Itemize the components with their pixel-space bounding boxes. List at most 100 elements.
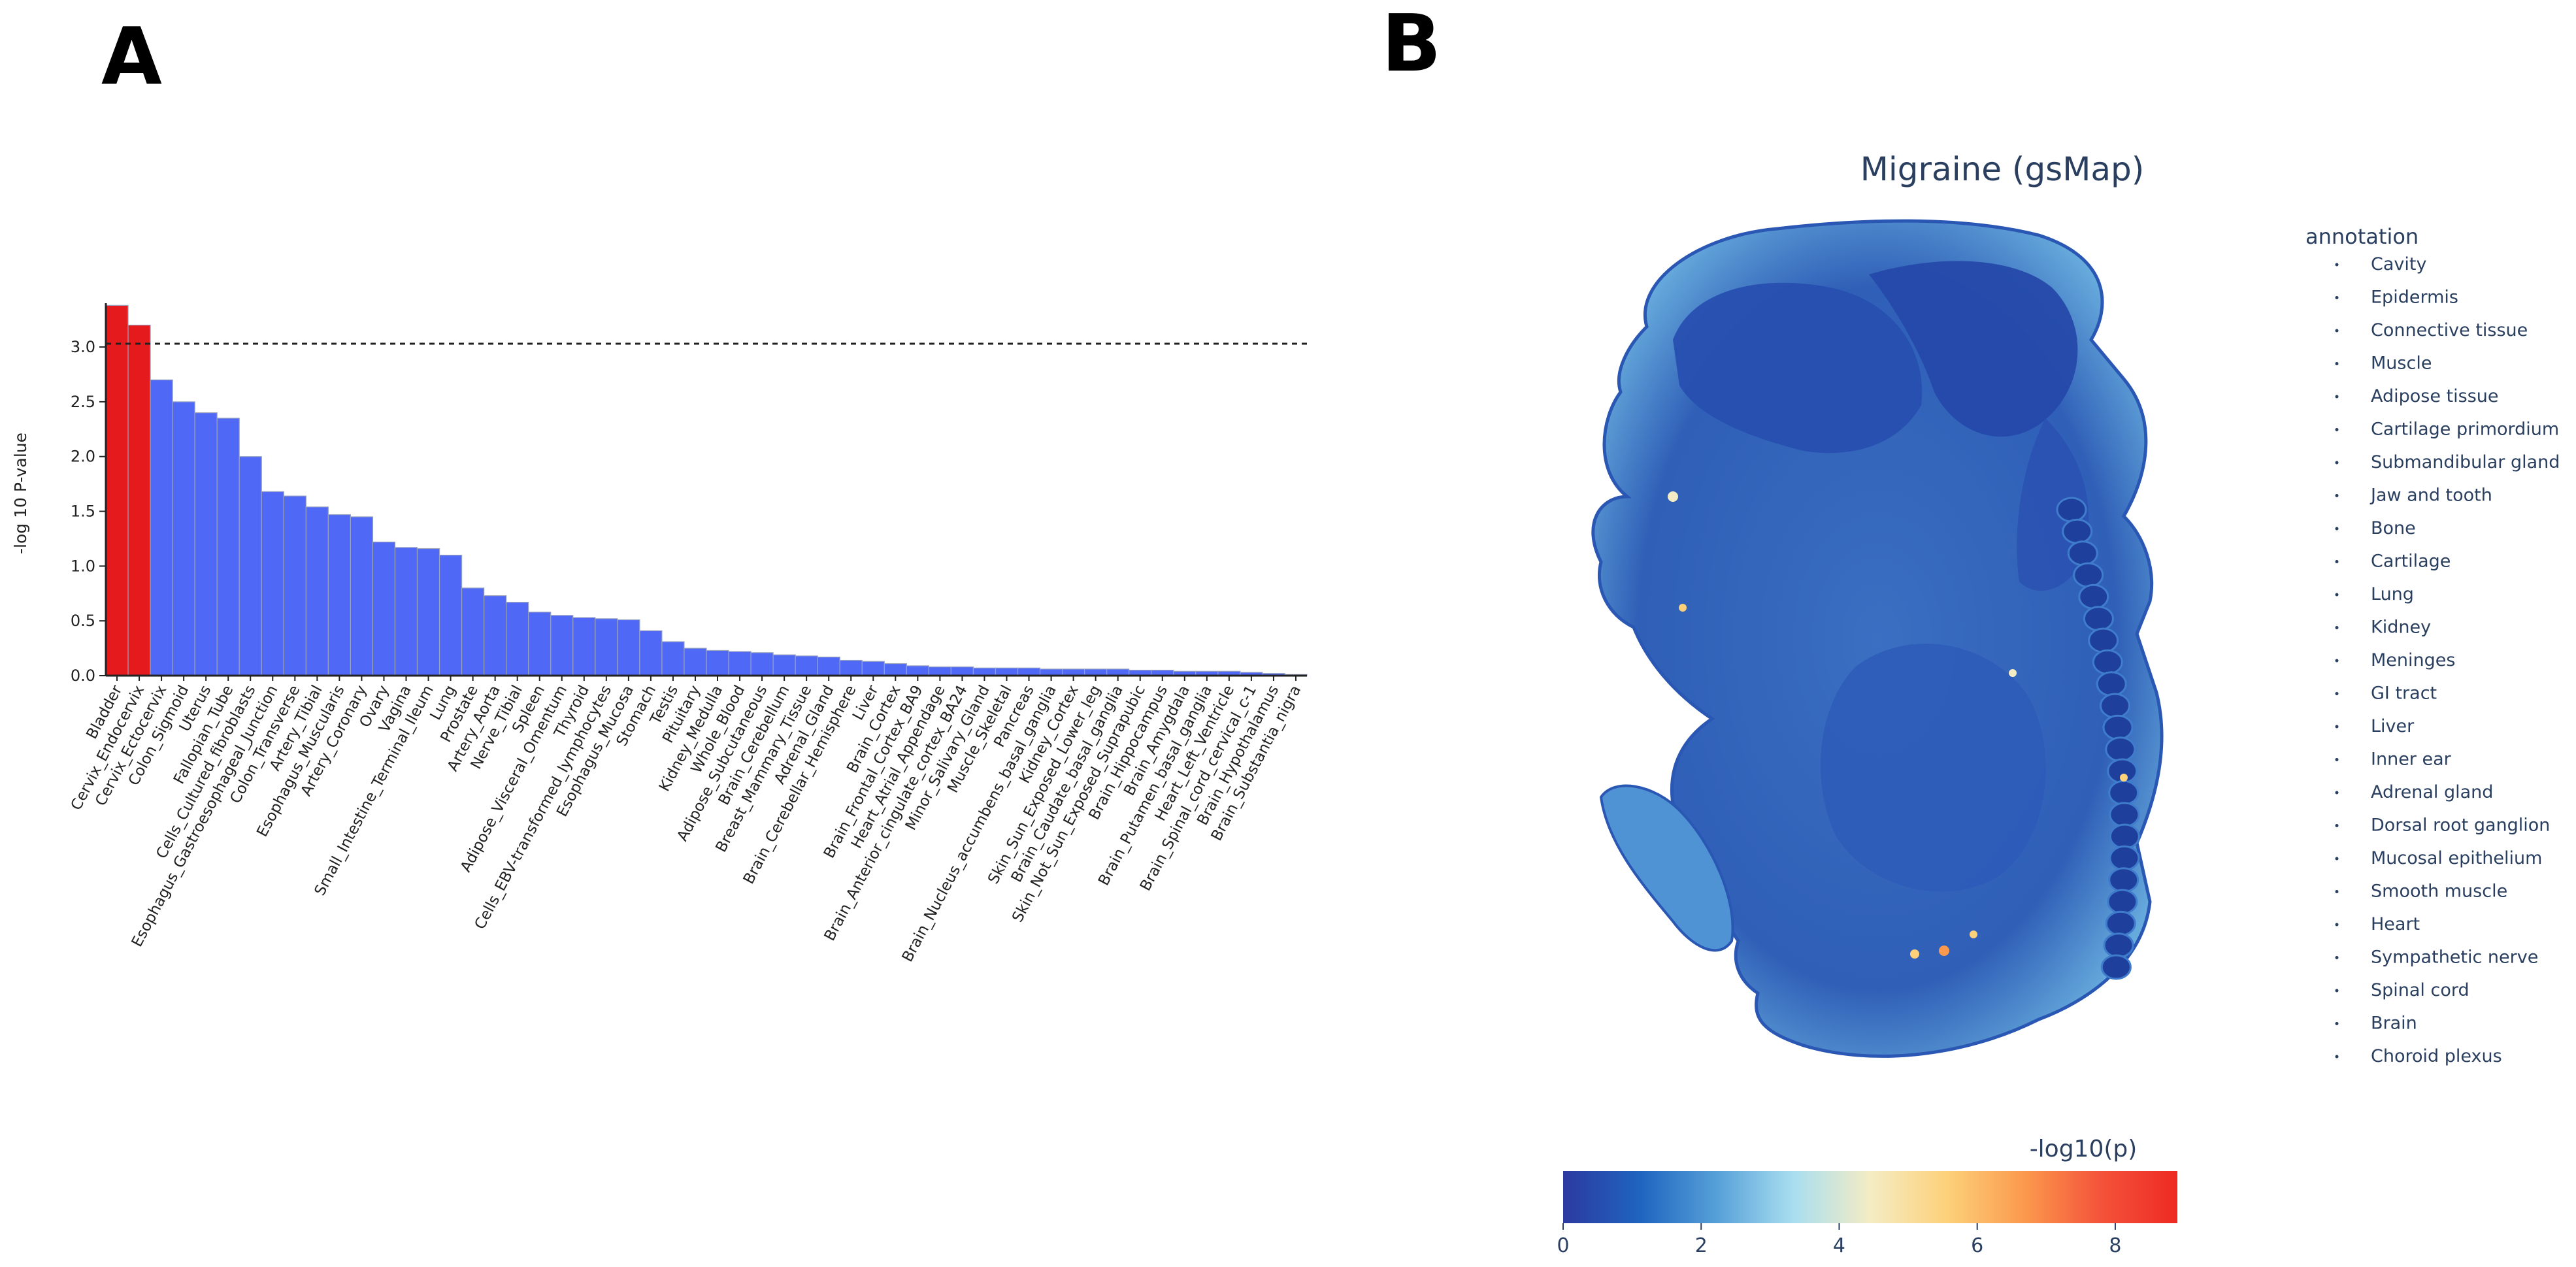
embryo-hotspot (1939, 946, 1949, 956)
bar-Artery_Aorta (484, 595, 507, 676)
bar-Pancreas (1017, 667, 1041, 676)
spine-segment (2096, 671, 2127, 697)
legend-marker (2335, 362, 2339, 365)
bar-Brain_Caudate_basal_ganglia (1106, 668, 1130, 676)
bar-series (105, 304, 1308, 676)
legend-marker (2335, 296, 2339, 299)
bar-Esophagus_Muscularis (327, 514, 352, 676)
bar-Brain_Cerebellum (772, 654, 796, 676)
spine-segment (2062, 518, 2093, 544)
legend-marker (2335, 956, 2339, 959)
legend-item: Submandibular gland (2371, 452, 2560, 472)
y-tick-label: 1.5 (71, 502, 95, 521)
spine-segment (2107, 889, 2138, 915)
bar-Testis (661, 641, 685, 676)
y-tick-label: 2.0 (71, 448, 95, 466)
bar-Colon_Transverse (283, 495, 306, 676)
spine-segment (2092, 649, 2123, 675)
legend-marker (2335, 725, 2339, 729)
bar-Nerve_Tibial (506, 602, 529, 676)
bar-Bladder (105, 304, 129, 676)
legend-item: Jaw and tooth (2370, 485, 2492, 506)
legend-marker (2335, 692, 2339, 695)
bar-Breast_Mammary_Tissue (795, 655, 818, 676)
legend-marker (2335, 1022, 2339, 1025)
bar-Ovary (372, 541, 396, 676)
embryo-hotspot (1910, 949, 1919, 959)
legend-marker (2335, 659, 2339, 663)
bar-Minor_Salivary_Gland (972, 667, 997, 676)
bar-Adipose_Visceral_Omentum (550, 615, 574, 676)
colorbar-tick-label: 0 (1557, 1234, 1569, 1257)
bar-Prostate (461, 587, 485, 676)
embryo-limb (1599, 784, 1734, 952)
spine-segment (2105, 910, 2136, 936)
bar-Skin_Sun_Exposed_Lower_leg (1084, 668, 1108, 676)
bar-Stomach (639, 630, 663, 676)
spine-segment (2078, 584, 2109, 610)
colorbar-title: -log10(p) (2030, 1136, 2138, 1162)
embryo-hotspot (2120, 774, 2128, 782)
y-axis-title: -log 10 P-value (11, 433, 30, 554)
colorbar-gradient (1563, 1171, 2177, 1223)
legend-marker (2335, 989, 2339, 993)
bar-Kidney_Cortex (1061, 668, 1085, 676)
legend-item: Connective tissue (2371, 320, 2528, 340)
legend-marker (2335, 461, 2339, 465)
y-tick-label: 0.0 (71, 666, 95, 685)
legend-item: Meninges (2371, 650, 2455, 670)
map-title: Migraine (gsMap) (1860, 150, 2145, 188)
spine-segment (2105, 736, 2136, 763)
bar-Kidney_Medulla (706, 650, 729, 676)
spine-segment (2067, 540, 2098, 567)
legend-marker (2335, 758, 2339, 761)
spine-segment (2109, 823, 2140, 849)
colorbar-tick-label: 2 (1695, 1234, 1708, 1257)
legend-item: Inner ear (2371, 749, 2452, 770)
bar-Uterus (194, 412, 218, 676)
bar-Fallopian_Tube (216, 418, 240, 676)
y-tick-label: 2.5 (71, 393, 95, 411)
bar-Adrenal_Gland (817, 656, 840, 676)
bar-Cells_EBV-transformed_lymphocytes (595, 618, 618, 676)
bar-Pituitary (684, 648, 707, 676)
panel-a-label: A (101, 12, 162, 103)
bar-Adipose_Subcutaneous (750, 652, 774, 676)
legend-item: Epidermis (2371, 288, 2458, 308)
embryo-heart-liver (1821, 644, 2046, 892)
spine-segment (2073, 562, 2104, 588)
legend-marker (2335, 626, 2339, 629)
legend-item: Spinal cord (2371, 980, 2469, 1000)
bar-Cervix_Endocervix (127, 324, 151, 676)
bar-Brain_Cerebellar_Hemisphere (839, 659, 863, 676)
colorbar-tick-label: 6 (1971, 1234, 1983, 1257)
legend-marker (2335, 329, 2339, 333)
bar-Muscle_Skeletal (995, 667, 1019, 676)
legend-marker (2335, 923, 2339, 927)
embryo-forebrain (1673, 282, 1923, 453)
bar-Cells_Cultured_fibroblasts (239, 456, 262, 676)
legend-item: Lung (2371, 584, 2414, 604)
legend-item: Mucosal epithelium (2371, 848, 2542, 868)
legend-item: Bone (2371, 518, 2416, 538)
embryo-hotspot (1668, 491, 1678, 502)
spine-segment (2102, 714, 2134, 740)
y-tick-label: 3.0 (71, 338, 95, 356)
legend-item: Adipose tissue (2371, 386, 2499, 406)
spine-segment (2108, 867, 2139, 893)
embryo-hotspot (1970, 930, 1977, 938)
bar-chart: 0.0 0.5 1.0 1.5 2.0 2.5 3.0 BladderCervix_Endo… (11, 303, 1308, 965)
legend-item: Cartilage primordium (2371, 420, 2559, 440)
bar-Brain_Cortex (883, 663, 907, 676)
legend-marker (2335, 263, 2339, 267)
bar-Brain_Nucleus_accumbens_basal_ganglia (1039, 668, 1063, 676)
legend-item: Muscle (2371, 354, 2432, 374)
spine-segment (2056, 497, 2087, 523)
bar-Esophagus_Gastroesophageal_Junction (261, 491, 284, 676)
legend-marker (2335, 560, 2339, 563)
bar-Thyroid (572, 617, 596, 676)
bar-Liver (861, 661, 885, 676)
bar-Whole_Blood (728, 651, 751, 676)
x-axis: BladderCervix_EndocervixCervix_Ectocervi… (68, 674, 1307, 965)
